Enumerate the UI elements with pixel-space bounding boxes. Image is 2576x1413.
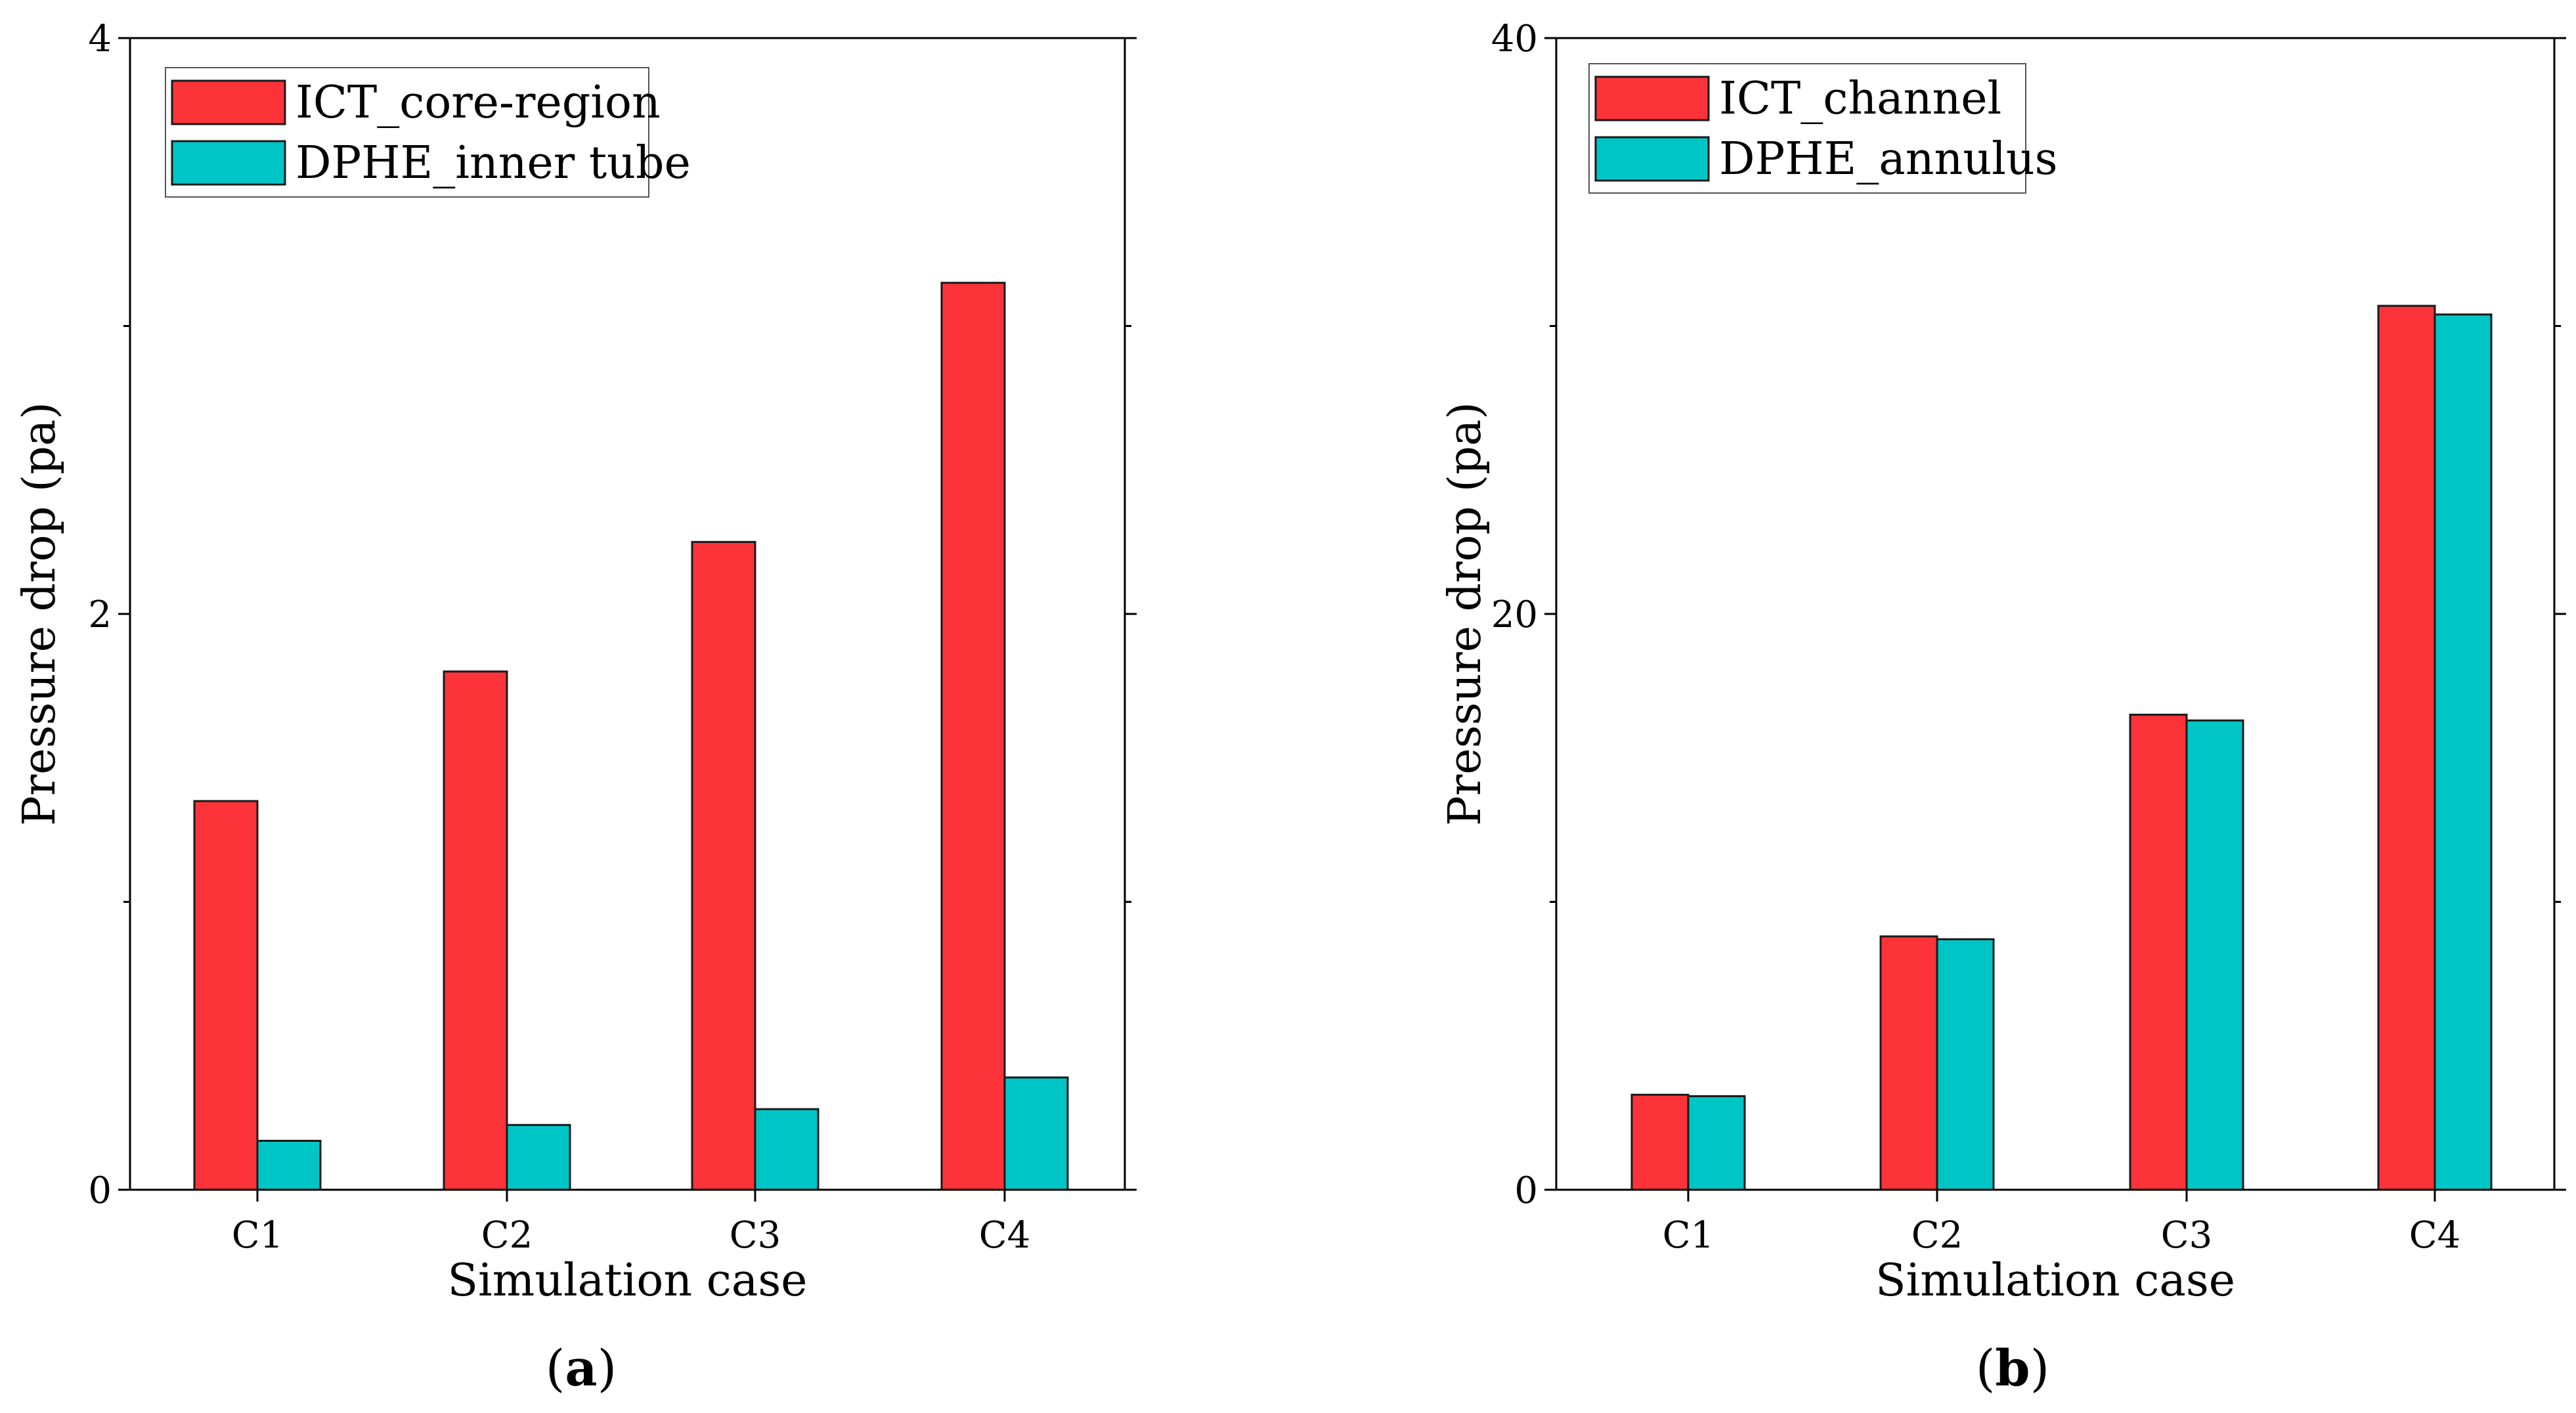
x-tick-label-c1: C1 [232,1214,283,1257]
panel-a-chart: 0 2 4 C1 C2 C3 C4 Simulation case Pressure drop … [14,18,1137,1397]
panel-label: (b) [1976,1339,2049,1397]
bar-cyan-c1 [256,1139,322,1191]
x-tick-label-c4: C4 [979,1214,1030,1257]
bar-cyan-c2 [506,1123,571,1191]
panel-label-open: ( [1976,1339,1996,1397]
panel-label-close: ) [2030,1339,2050,1397]
x-tick-label-c3: C3 [730,1214,781,1257]
y-tick-label: 40 [1491,18,1538,60]
y-tick-label: 0 [88,1169,112,1212]
panel-label-letter: b [1995,1339,2030,1397]
legend-swatch-cyan [1594,136,1710,182]
y-tick-label: 2 [88,594,112,636]
panel-label-open: ( [546,1339,565,1397]
bar-red-c2 [1879,935,1938,1191]
legend: ICT_core-region DPHE_inner tube [165,67,691,198]
bar-red-c1 [1630,1093,1690,1191]
x-tick-label-c2: C2 [481,1214,533,1257]
bar-red-c3 [691,540,756,1191]
x-axis-title: Simulation case [447,1255,807,1307]
y-tick-label: 4 [88,18,112,60]
bar-red-c1 [193,800,259,1191]
bar-cyan-c4 [1003,1076,1069,1191]
bar-cyan-c3 [754,1108,819,1191]
legend-swatch-red [1594,76,1710,121]
panel-label: (a) [546,1339,617,1397]
legend-swatch-red [171,79,286,125]
x-tick-label-c2: C2 [1911,1214,1963,1257]
bar-red-c4 [940,282,1006,1191]
legend-label-cyan: DPHE_inner tube [295,137,691,189]
y-axis-title: Pressure drop (pa) [14,402,66,826]
panel-b-chart: 0 20 40 C1 C2 C3 C4 Simulation case Pressure dro… [1439,18,2566,1397]
legend: ICT_channel DPHE_annulus [1588,63,2058,194]
bar-cyan-c3 [2185,719,2244,1191]
x-tick-label-c3: C3 [2161,1214,2212,1257]
panel-label-close: ) [598,1339,617,1397]
bar-cyan-c4 [2434,313,2493,1191]
bar-cyan-c1 [1687,1095,1746,1191]
x-tick-label-c1: C1 [1663,1214,1714,1257]
x-tick-label-c4: C4 [2409,1214,2460,1257]
legend-label-cyan: DPHE_annulus [1719,133,2058,185]
panel-label-letter: a [565,1339,597,1397]
legend-label-red: ICT_channel [1719,73,2001,125]
legend-swatch-cyan [171,140,286,186]
bar-cyan-c2 [1936,938,1995,1191]
y-axis-title: Pressure drop (pa) [1439,402,1491,826]
bar-red-c4 [2377,305,2436,1191]
bar-red-c2 [443,670,508,1191]
y-tick-label: 20 [1491,594,1538,636]
y-tick-label: 0 [1514,1169,1538,1212]
legend-label-red: ICT_core-region [295,77,661,129]
bar-red-c3 [2129,713,2188,1191]
x-axis-title: Simulation case [1875,1255,2235,1307]
